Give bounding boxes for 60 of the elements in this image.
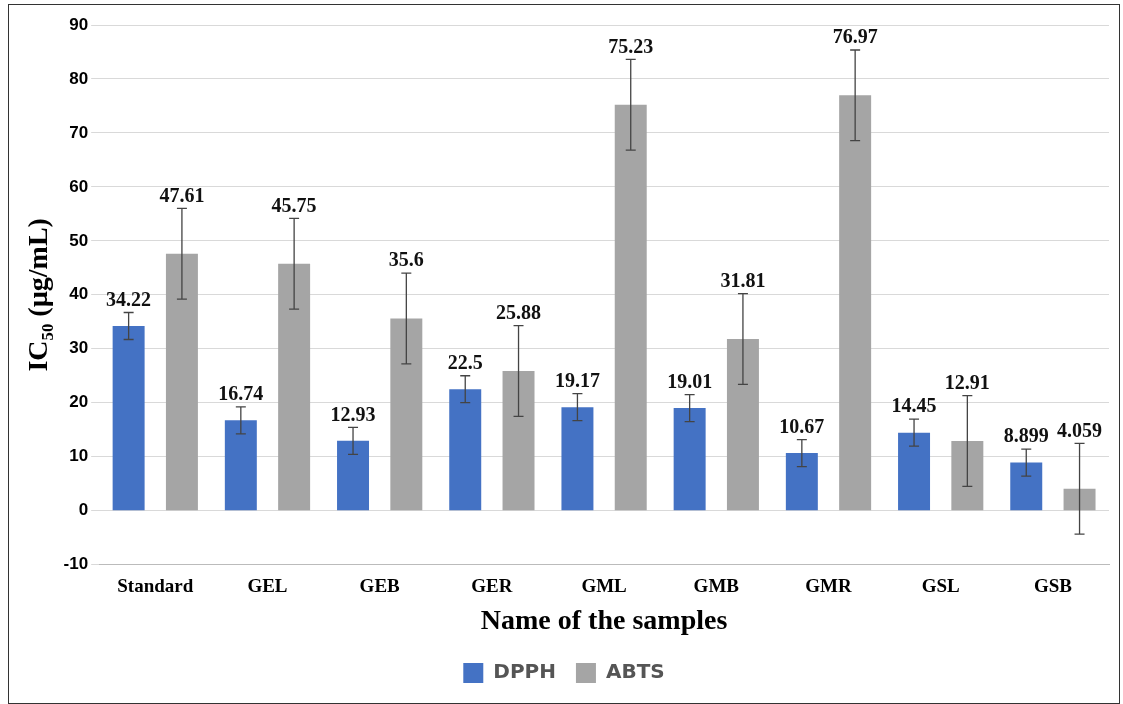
y-tick-label: 20 — [69, 392, 89, 412]
y-tick-label: 80 — [69, 68, 89, 88]
x-tick-label: GER — [471, 574, 513, 596]
x-tick-label: GSL — [921, 574, 960, 596]
bar — [278, 263, 311, 511]
x-tick-label: GMR — [805, 574, 852, 596]
bar — [112, 325, 145, 511]
data-label: 8.899 — [1003, 424, 1049, 447]
bar — [449, 389, 482, 511]
bar — [390, 318, 423, 511]
data-label: 25.88 — [496, 300, 542, 323]
bar — [839, 95, 872, 511]
data-label: 75.23 — [608, 34, 654, 57]
data-label: 14.45 — [891, 394, 937, 417]
data-label: 12.91 — [944, 370, 990, 393]
y-axis-title: IC₅₀ (µg/mL) — [22, 218, 54, 372]
bar — [1010, 462, 1043, 511]
x-tick-label: GML — [581, 574, 627, 596]
y-tick-label: 40 — [69, 284, 89, 304]
data-label: 4.059 — [1057, 418, 1103, 441]
y-tick-label: 30 — [69, 338, 89, 358]
data-label: 47.61 — [159, 183, 205, 206]
x-tick-label: GEL — [247, 574, 288, 596]
x-tick-label: GEB — [359, 574, 401, 596]
data-label: 35.6 — [388, 248, 424, 271]
data-label: 31.81 — [720, 268, 766, 291]
bar — [502, 370, 535, 511]
y-tick-label: -10 — [63, 554, 89, 574]
bar — [165, 253, 198, 511]
legend-label: DPPH — [493, 659, 556, 684]
data-label: 76.97 — [832, 25, 878, 48]
data-label: 12.93 — [330, 402, 376, 425]
y-tick-label: 0 — [78, 500, 89, 520]
data-label: 34.22 — [106, 287, 152, 310]
data-label: 22.5 — [447, 350, 483, 373]
bar — [673, 408, 706, 511]
data-label: 10.67 — [779, 414, 825, 437]
bar — [951, 440, 984, 511]
bar — [337, 440, 370, 511]
legend-label: ABTS — [605, 659, 665, 684]
y-tick-label: 50 — [69, 230, 89, 250]
y-tick-label: 60 — [69, 176, 89, 196]
bar — [224, 420, 257, 511]
bar — [785, 453, 818, 511]
bar — [726, 338, 759, 511]
data-label: 45.75 — [271, 193, 317, 216]
bar — [1063, 488, 1096, 511]
data-label: 16.74 — [218, 381, 264, 404]
x-tick-label: GSB — [1033, 574, 1073, 596]
y-tick-label: 90 — [69, 14, 89, 34]
bar — [898, 432, 931, 511]
bar — [614, 104, 647, 511]
x-tick-label: Standard — [117, 574, 194, 596]
data-label: 19.17 — [554, 368, 600, 391]
bar — [561, 407, 594, 511]
y-tick-label: 70 — [69, 122, 89, 142]
data-label: 19.01 — [667, 369, 713, 392]
x-axis-title: Name of the samples — [480, 604, 728, 636]
x-tick-label: GMB — [693, 574, 740, 596]
y-tick-label: 10 — [69, 446, 89, 466]
